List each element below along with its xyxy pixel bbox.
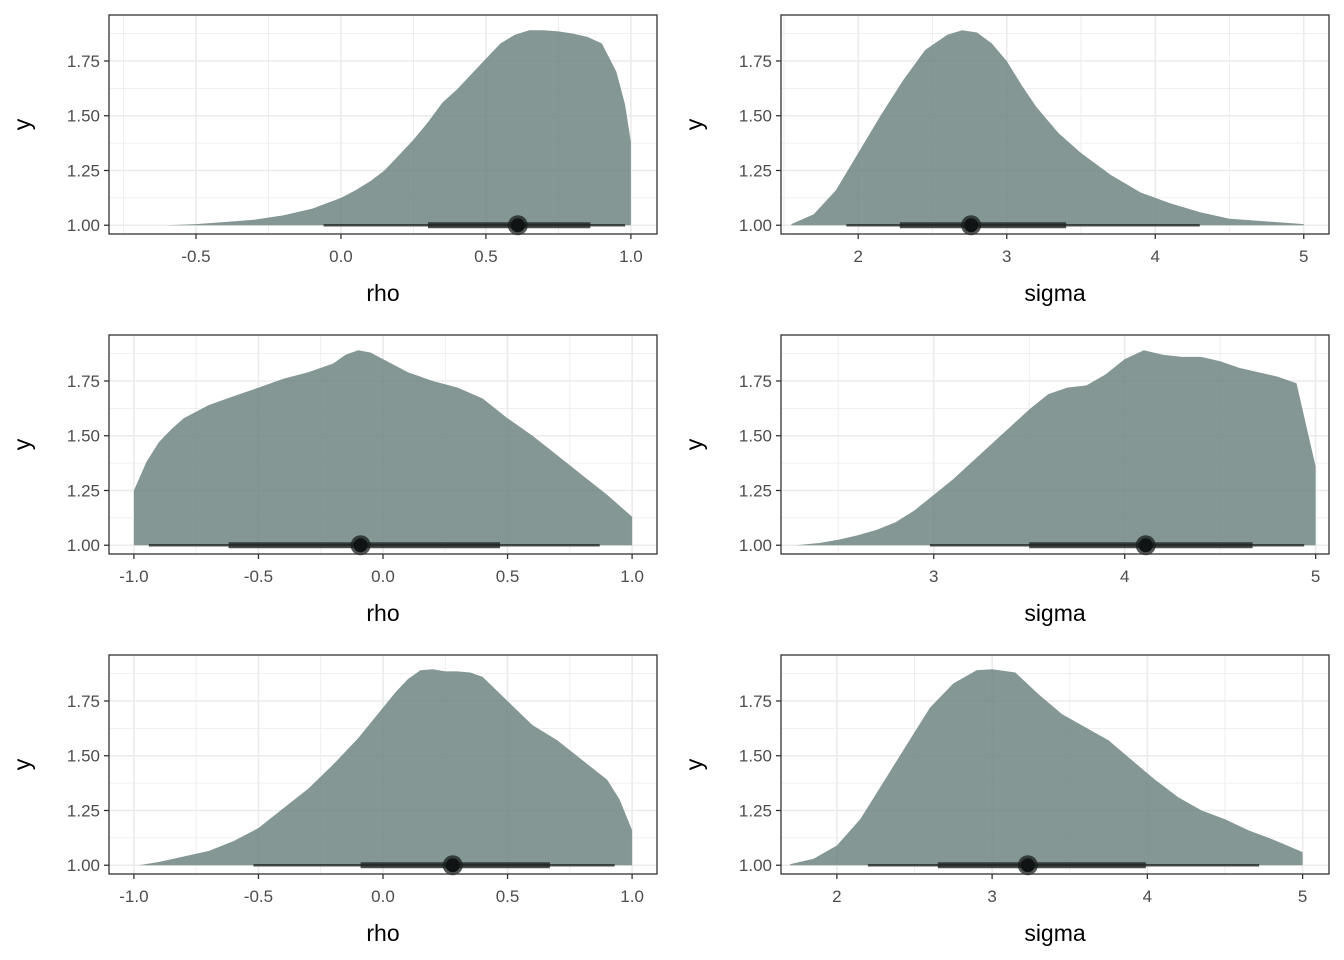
x-axis-title: sigma bbox=[1024, 280, 1086, 306]
y-tick-label: 1.50 bbox=[739, 747, 772, 766]
point-estimate bbox=[353, 538, 368, 553]
y-tick-label: 1.50 bbox=[67, 427, 100, 446]
y-tick-label: 1.25 bbox=[67, 801, 100, 820]
y-axis-title: y bbox=[9, 118, 35, 130]
x-tick-label: 2 bbox=[832, 887, 841, 906]
density-panel-2: 2 3 4 5 1.00 1.25 1.50 1.75 sigma y bbox=[681, 14, 1330, 306]
y-tick-label: 1.00 bbox=[739, 536, 772, 555]
panel-border bbox=[780, 14, 1330, 235]
density-area bbox=[133, 350, 633, 546]
x-tick-label: 5 bbox=[1311, 567, 1320, 586]
x-tick-label: 5 bbox=[1299, 247, 1308, 266]
y-axis-title: y bbox=[681, 438, 707, 450]
x-axis-title: rho bbox=[366, 600, 399, 626]
y-axis-title: y bbox=[9, 758, 35, 770]
y-tick-label: 1.75 bbox=[739, 372, 772, 391]
density-panel-3: -1.0 -0.5 0.0 0.5 1.0 1.00 1.25 1.50 1.75 rho y bbox=[9, 334, 658, 626]
y-tick-label: 1.50 bbox=[739, 427, 772, 446]
x-tick-label: 0.0 bbox=[371, 567, 395, 586]
x-tick-label: 3 bbox=[1002, 247, 1011, 266]
x-tick-label: -1.0 bbox=[119, 567, 148, 586]
y-tick-label: 1.00 bbox=[67, 536, 100, 555]
x-tick-label: 2 bbox=[853, 247, 862, 266]
panel-border bbox=[780, 334, 1330, 555]
x-tick-label: 0.0 bbox=[329, 247, 353, 266]
point-estimate bbox=[964, 218, 979, 233]
x-tick-label: 0.0 bbox=[371, 887, 395, 906]
y-axis-title: y bbox=[9, 438, 35, 450]
x-tick-label: -0.5 bbox=[244, 567, 273, 586]
y-tick-label: 1.00 bbox=[739, 856, 772, 875]
y-tick-label: 1.00 bbox=[67, 216, 100, 235]
y-tick-label: 1.25 bbox=[67, 481, 100, 500]
x-axis-title: sigma bbox=[1024, 920, 1086, 946]
y-tick-label: 1.75 bbox=[739, 692, 772, 711]
x-tick-label: -1.0 bbox=[119, 887, 148, 906]
density-area bbox=[138, 669, 633, 866]
y-tick-label: 1.75 bbox=[67, 692, 100, 711]
y-tick-label: 1.25 bbox=[739, 161, 772, 180]
x-tick-label: 1.0 bbox=[620, 567, 644, 586]
y-tick-label: 1.00 bbox=[67, 856, 100, 875]
y-tick-label: 1.25 bbox=[739, 481, 772, 500]
density-panel-6: 2 3 4 5 1.00 1.25 1.50 1.75 sigma y bbox=[681, 654, 1330, 946]
x-tick-label: 3 bbox=[929, 567, 938, 586]
x-axis-title: rho bbox=[366, 920, 399, 946]
density-area bbox=[132, 30, 631, 226]
panel-border bbox=[108, 14, 658, 235]
y-tick-label: 1.00 bbox=[739, 216, 772, 235]
x-tick-label: 4 bbox=[1120, 567, 1129, 586]
x-tick-label: 1.0 bbox=[619, 247, 643, 266]
panel-border bbox=[780, 654, 1330, 875]
y-tick-label: 1.50 bbox=[739, 107, 772, 126]
y-tick-label: 1.75 bbox=[739, 52, 772, 71]
density-area bbox=[791, 30, 1304, 226]
density-panel-4: 3 4 5 1.00 1.25 1.50 1.75 sigma y bbox=[681, 334, 1330, 626]
x-tick-label: 0.5 bbox=[496, 567, 520, 586]
density-area bbox=[790, 669, 1303, 866]
point-estimate bbox=[445, 858, 460, 873]
x-axis-title: sigma bbox=[1024, 600, 1086, 626]
x-axis-title: rho bbox=[366, 280, 399, 306]
y-tick-label: 1.25 bbox=[739, 801, 772, 820]
x-tick-label: 0.5 bbox=[474, 247, 498, 266]
y-tick-label: 1.25 bbox=[67, 161, 100, 180]
density-panel-1: -0.5 0.0 0.5 1.0 1.00 1.25 1.50 1.75 rho y bbox=[9, 14, 658, 306]
density-panel-5: -1.0 -0.5 0.0 0.5 1.0 1.00 1.25 1.50 1.75 rho y bbox=[9, 654, 658, 946]
y-tick-label: 1.75 bbox=[67, 372, 100, 391]
y-tick-label: 1.50 bbox=[67, 747, 100, 766]
y-axis-title: y bbox=[681, 758, 707, 770]
x-tick-label: 4 bbox=[1143, 887, 1152, 906]
x-tick-label: 5 bbox=[1298, 887, 1307, 906]
y-axis-title: y bbox=[681, 118, 707, 130]
x-tick-label: 0.5 bbox=[496, 887, 520, 906]
point-estimate bbox=[1138, 538, 1153, 553]
x-tick-label: -0.5 bbox=[244, 887, 273, 906]
x-tick-label: -0.5 bbox=[181, 247, 210, 266]
point-estimate bbox=[510, 218, 525, 233]
density-area bbox=[796, 350, 1316, 546]
panel-grid: -0.5 0.0 0.5 1.0 1.00 1.25 1.50 1.75 rho y 2 3 4 5 1.0… bbox=[9, 14, 1330, 946]
x-tick-label: 3 bbox=[987, 887, 996, 906]
point-estimate bbox=[1020, 858, 1035, 873]
x-tick-label: 1.0 bbox=[620, 887, 644, 906]
y-tick-label: 1.50 bbox=[67, 107, 100, 126]
y-tick-label: 1.75 bbox=[67, 52, 100, 71]
x-tick-label: 4 bbox=[1151, 247, 1160, 266]
